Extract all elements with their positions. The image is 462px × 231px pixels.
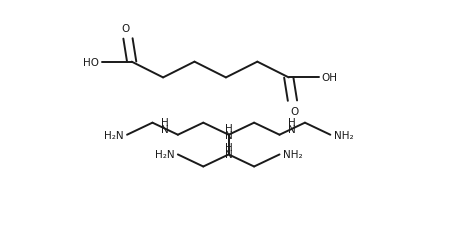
Text: H: H (225, 123, 232, 133)
Text: H₂N: H₂N (104, 130, 123, 140)
Text: N: N (288, 124, 296, 134)
Text: O: O (122, 24, 130, 33)
Text: NH₂: NH₂ (334, 130, 353, 140)
Text: H: H (161, 117, 169, 127)
Text: O: O (291, 107, 299, 117)
Text: OH: OH (321, 73, 337, 83)
Text: N: N (225, 150, 232, 160)
Text: H: H (288, 117, 296, 127)
Text: H₂N: H₂N (155, 150, 174, 160)
Text: NH₂: NH₂ (283, 150, 303, 160)
Text: HO: HO (83, 57, 99, 67)
Text: H: H (225, 143, 232, 153)
Text: N: N (225, 130, 232, 140)
Text: N: N (161, 124, 169, 134)
